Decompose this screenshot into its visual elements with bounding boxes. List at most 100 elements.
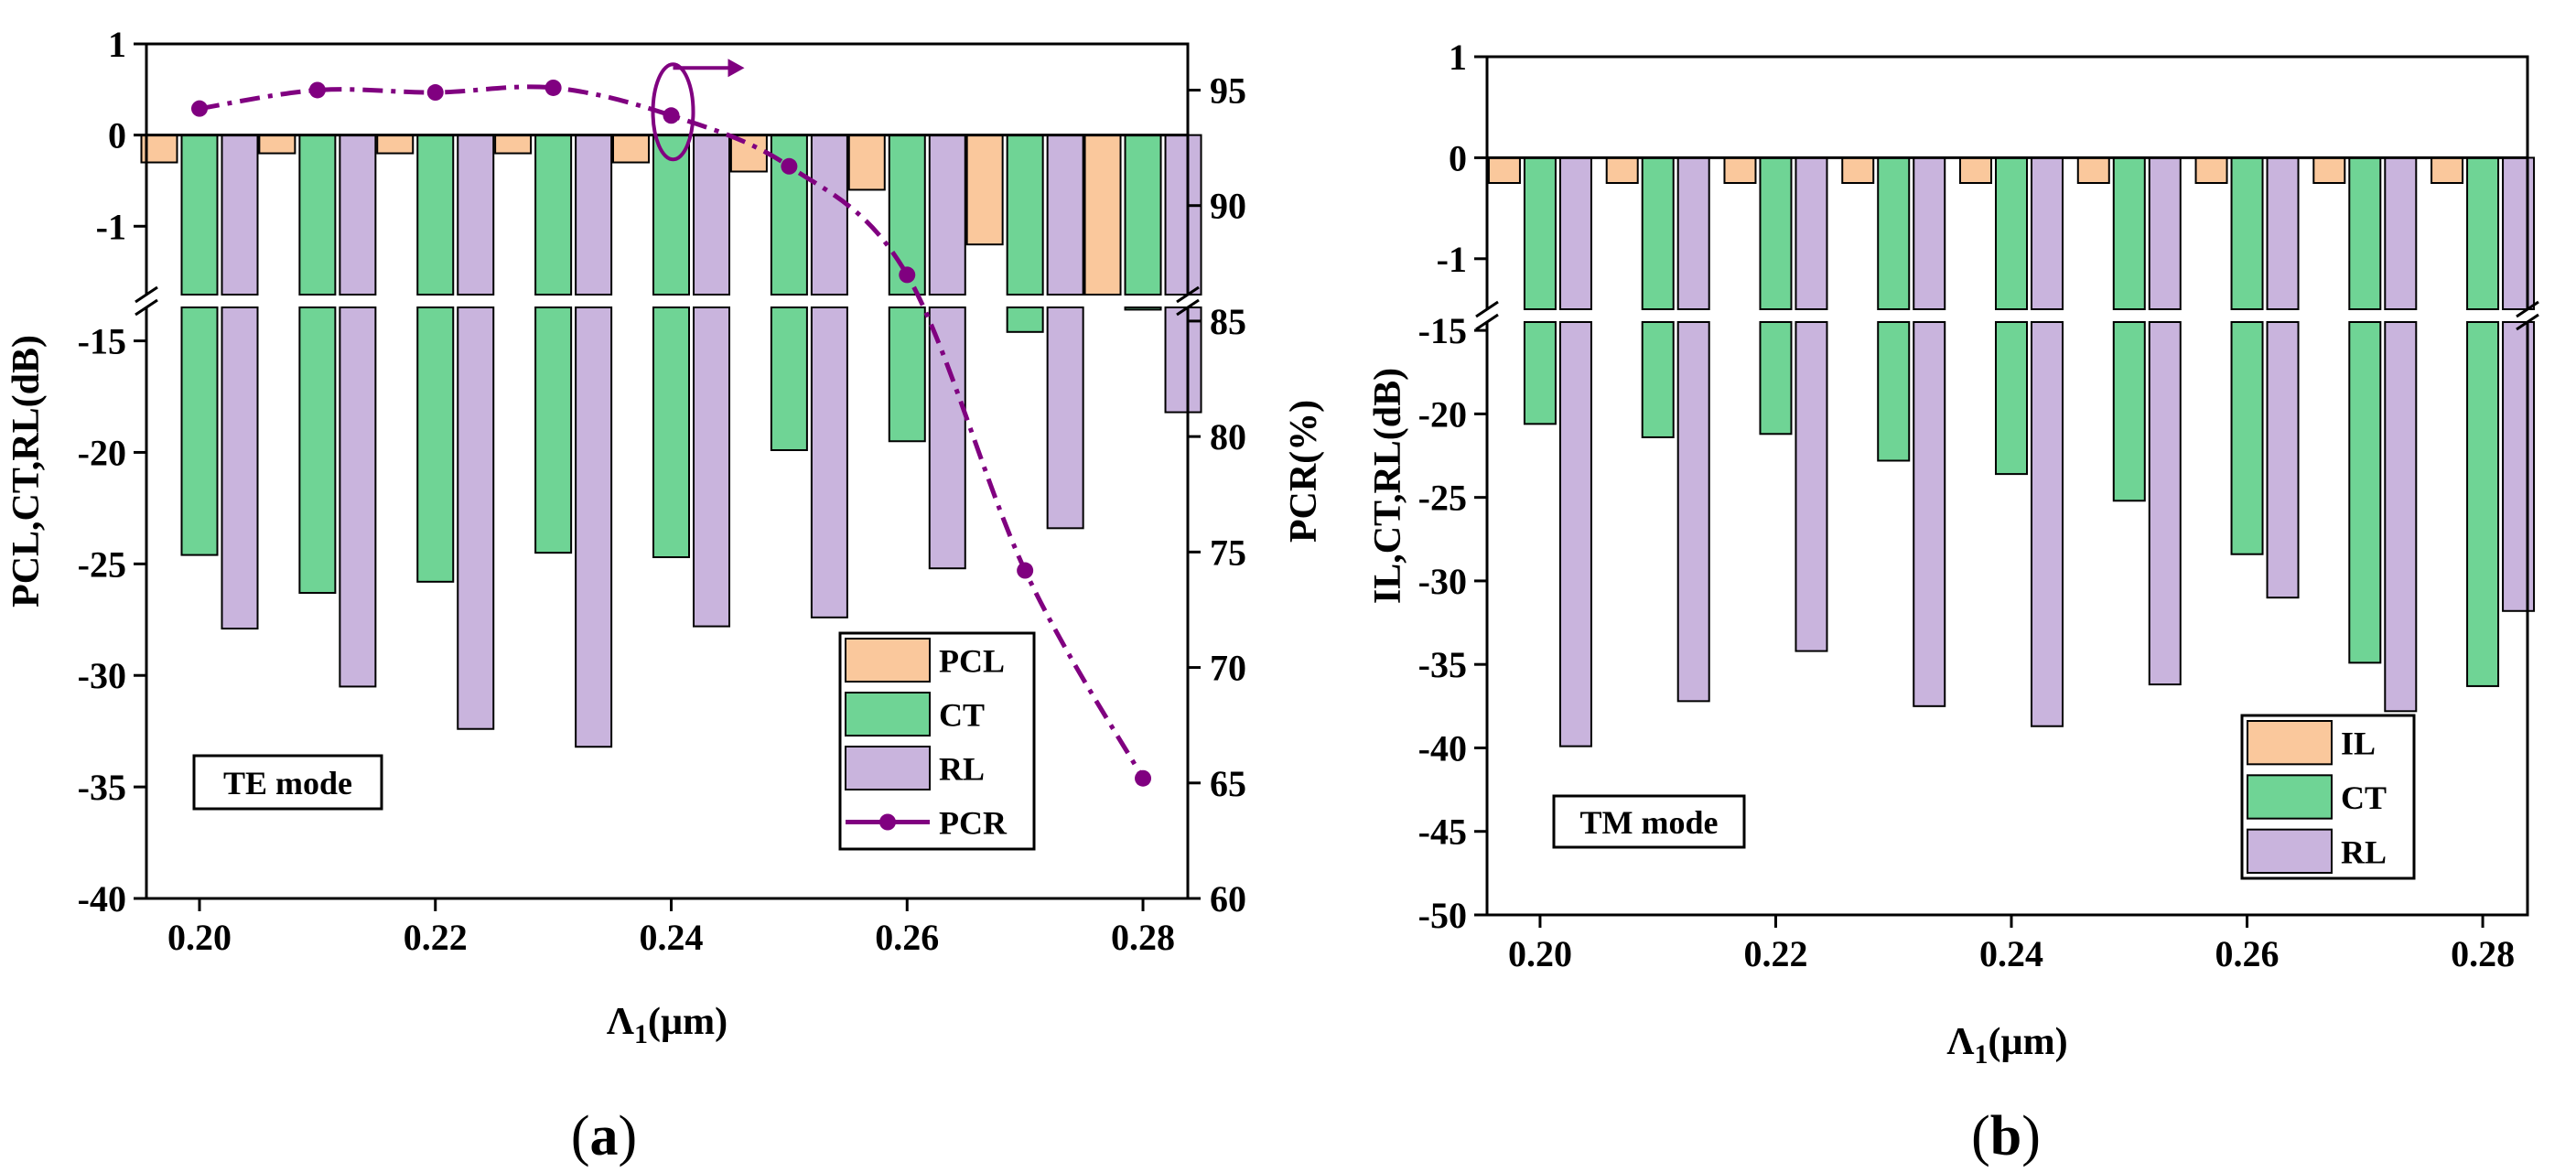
ct-bar-lower	[2230, 321, 2264, 555]
rl-bar	[1913, 156, 1946, 310]
rl-bar-lower	[810, 306, 848, 618]
rl-bar-lower	[1795, 321, 1828, 652]
rl-bar	[2502, 156, 2536, 310]
legend-swatch	[845, 692, 931, 737]
y-tick-label: -50	[1418, 895, 1467, 936]
plot-frame-top	[1485, 55, 2529, 309]
axis-break-band	[1460, 310, 2555, 321]
ct-bar-lower	[2466, 321, 2500, 687]
ct-bar	[534, 134, 573, 296]
y2-tick-label: 95	[1210, 70, 1246, 111]
rl-bar-lower	[2384, 321, 2418, 713]
y-axis-title: IL,CT,RL(dB)	[1367, 368, 1409, 604]
il-bar	[2430, 156, 2464, 184]
pcr-arrow-head	[728, 59, 745, 78]
mode-label: TE mode	[223, 765, 352, 801]
ct-bar-lower	[888, 306, 926, 443]
rl-bar-lower	[1676, 321, 1710, 703]
ct-bar-lower	[1995, 321, 2029, 476]
rl-bar	[2266, 156, 2300, 310]
pcr-point	[781, 157, 798, 175]
pcr-point	[1017, 562, 1034, 579]
rl-bar-lower	[339, 306, 377, 688]
y-tick-label: -35	[1418, 644, 1467, 685]
il-bar	[1723, 156, 1757, 184]
rl-bar	[1795, 156, 1828, 310]
x-tick-label: 0.28	[1111, 917, 1175, 958]
ct-bar-lower	[1523, 321, 1557, 425]
y-tick-label: -40	[1418, 727, 1467, 769]
pcr-point	[899, 266, 916, 284]
mode-label-box	[192, 754, 383, 811]
ct-bar	[1877, 156, 1911, 310]
mode-label-box	[1552, 794, 1746, 849]
pcl-bar	[847, 134, 886, 191]
x-tick-label: 0.24	[640, 917, 704, 958]
ct-bar	[1641, 156, 1675, 310]
ct-bar	[1995, 156, 2029, 310]
rl-bar-lower	[1913, 321, 1946, 707]
legend-label: RL	[2341, 833, 2387, 870]
pcl-bar	[965, 134, 1004, 246]
x-tick-label: 0.22	[404, 917, 468, 958]
rl-bar	[575, 134, 613, 296]
rl-bar	[928, 134, 966, 296]
legend-swatch	[845, 638, 931, 683]
x-tick-label: 0.20	[167, 917, 232, 958]
rl-bar	[1558, 156, 1592, 310]
y-tick-label: -35	[78, 767, 126, 808]
rl-bar	[1676, 156, 1710, 310]
rl-bar-lower	[1558, 321, 1592, 747]
y-tick-label: -30	[78, 655, 126, 696]
ct-bar-lower	[298, 306, 337, 595]
legend-label: CT	[2341, 780, 2387, 816]
rl-bar-lower	[2502, 321, 2536, 612]
rl-bar	[2384, 156, 2418, 310]
ct-bar	[180, 134, 219, 296]
pcl-bar	[729, 134, 768, 173]
rl-bar	[457, 134, 495, 296]
pcr-point	[663, 107, 680, 124]
chart-panel-a: 0.20 0.22 0.24 0.26 0.28 1 0 -1 -15 -20 -25 -30 -35 -…	[5, 24, 1325, 1167]
y-tick-label: -25	[78, 543, 126, 585]
pcl-bar	[494, 134, 533, 155]
legend-label: IL	[2341, 726, 2376, 762]
ct-bar-lower	[1641, 321, 1675, 438]
y-tick-label: -20	[78, 432, 126, 473]
y-tick-label: 0	[108, 115, 126, 156]
y-tick-label: -15	[78, 321, 126, 362]
il-bar	[2312, 156, 2346, 184]
legend-label: CT	[939, 697, 985, 734]
legend-swatch-point	[879, 813, 896, 831]
legend-swatch	[2247, 774, 2333, 820]
il-bar	[2194, 156, 2228, 184]
pcr-point	[544, 79, 562, 96]
y-tick-label: -1	[96, 206, 126, 247]
pcr-line	[199, 84, 1146, 780]
rl-bar-lower	[2148, 321, 2182, 686]
pcr-point	[426, 84, 444, 102]
ct-bar	[2230, 156, 2264, 310]
y-tick-label: -40	[78, 878, 126, 919]
y2-tick-label: 90	[1210, 186, 1246, 227]
rl-bar-lower	[2266, 321, 2300, 599]
rl-bar	[1164, 134, 1202, 296]
x-axis-title: Λ1(µm)	[1946, 1021, 2067, 1070]
chart-panel-b: 0.20 0.22 0.24 0.26 0.28 1 0 -1 -15 -20 -25 -30 -35 -…	[1367, 37, 2555, 1167]
il-bar	[1841, 156, 1875, 184]
rl-bar	[1046, 134, 1084, 296]
y-tick-label: -30	[1418, 561, 1467, 602]
x-tick-label: 0.22	[1743, 933, 1807, 974]
rl-bar-lower	[457, 306, 495, 730]
y2-tick-label: 75	[1210, 532, 1246, 573]
ct-bar-lower	[180, 306, 219, 556]
ct-bar-lower	[1006, 306, 1044, 333]
rl-bar-lower	[221, 306, 259, 630]
rl-bar-lower	[928, 306, 966, 570]
y-tick-label: -45	[1418, 812, 1467, 853]
ct-bar	[1124, 134, 1162, 296]
y-tick-label: 1	[108, 24, 126, 65]
x-tick-label: 0.26	[875, 917, 939, 958]
x-tick-label: 0.26	[2215, 933, 2280, 974]
il-bar	[1605, 156, 1639, 184]
